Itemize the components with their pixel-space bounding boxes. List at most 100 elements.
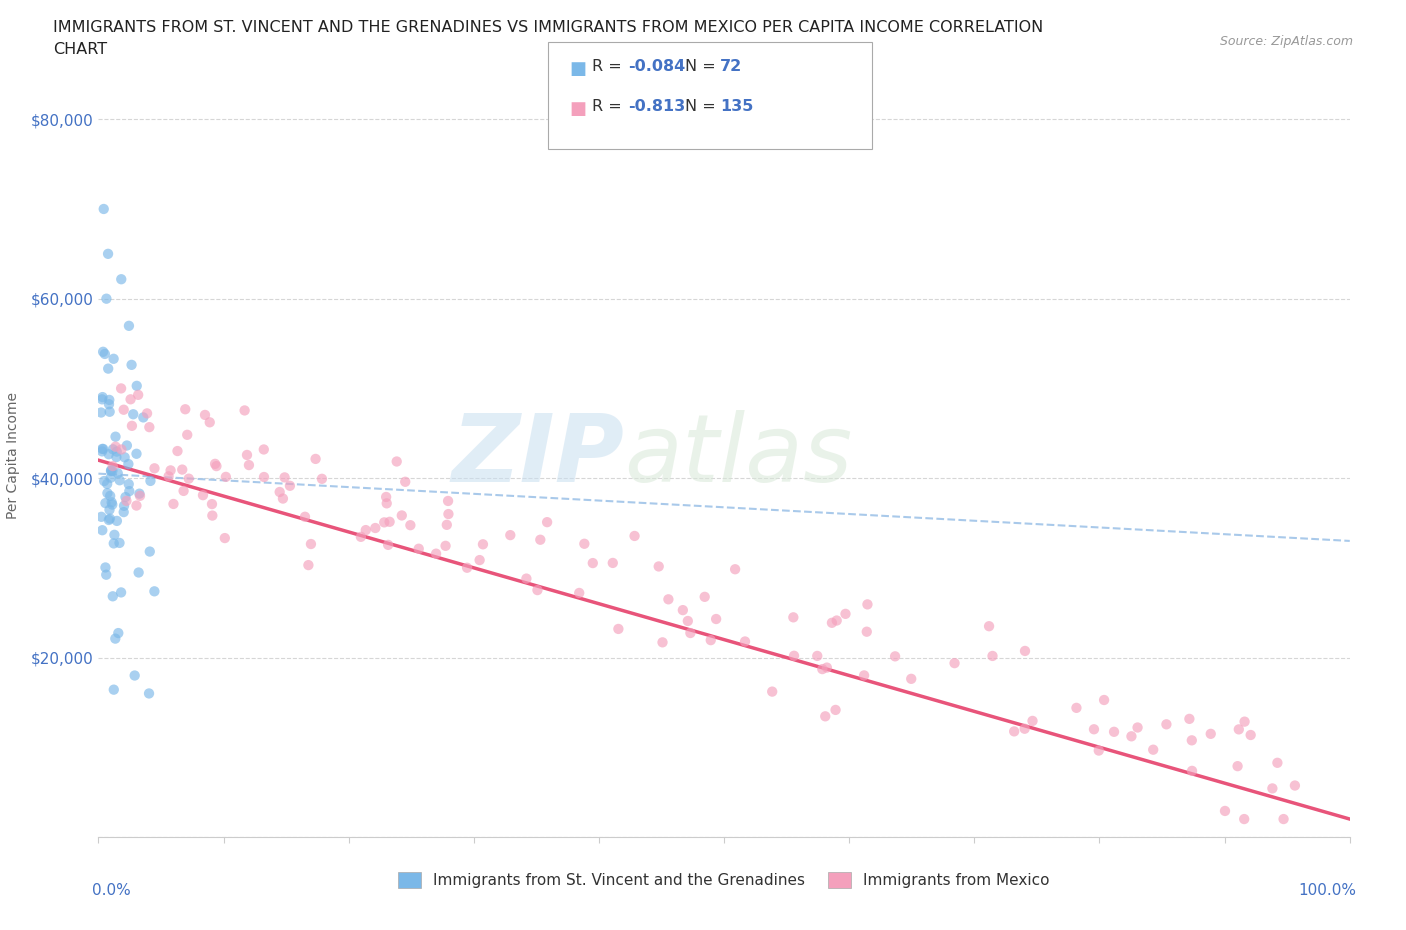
Point (884, 649, 907, 664)
Point (623, 528, 645, 543)
Point (97, 512, 120, 527)
Point (112, 505, 135, 520)
Point (824, 702, 846, 717)
Point (162, 497, 184, 512)
Point (103, 683, 125, 698)
Point (110, 272, 132, 286)
Point (1087, 743, 1109, 758)
Point (1233, 714, 1256, 729)
Point (157, 469, 180, 484)
Point (1181, 764, 1204, 778)
Point (1121, 729, 1143, 744)
Point (105, 445, 128, 459)
Point (304, 451, 326, 466)
Point (574, 537, 596, 551)
Point (205, 458, 228, 473)
Point (821, 616, 844, 631)
Point (437, 494, 460, 509)
Point (114, 489, 136, 504)
Point (101, 589, 124, 604)
Point (1261, 781, 1284, 796)
Point (201, 508, 224, 523)
Point (91, 523, 114, 538)
Point (297, 558, 319, 573)
Point (91, 390, 114, 405)
Point (391, 508, 413, 523)
Point (734, 634, 756, 649)
Point (125, 446, 148, 461)
Point (977, 618, 1000, 633)
Point (253, 442, 276, 457)
Point (108, 472, 131, 487)
Point (1227, 722, 1250, 737)
Text: ■: ■ (569, 60, 586, 78)
Point (105, 513, 128, 528)
Point (294, 510, 316, 525)
Point (98, 405, 121, 419)
Text: Source: ZipAtlas.com: Source: ZipAtlas.com (1219, 35, 1353, 48)
Point (783, 648, 806, 663)
Point (1092, 693, 1115, 708)
Point (1066, 700, 1088, 715)
Point (94, 560, 117, 575)
Point (943, 656, 966, 671)
Point (1156, 717, 1178, 732)
Point (1272, 812, 1295, 827)
Point (853, 668, 876, 683)
Point (456, 560, 478, 575)
Point (1126, 720, 1149, 735)
Point (98, 397, 121, 412)
Point (1199, 726, 1222, 741)
Point (394, 474, 416, 489)
Point (112, 498, 135, 513)
Point (120, 392, 142, 406)
Point (94, 347, 117, 362)
Point (91, 392, 114, 406)
Point (981, 648, 1004, 663)
Point (378, 514, 401, 529)
Point (236, 447, 259, 462)
Point (194, 407, 217, 422)
Point (468, 552, 491, 567)
Point (436, 517, 458, 532)
Point (437, 507, 460, 522)
Point (97, 246, 120, 261)
Point (1284, 778, 1306, 793)
Point (107, 466, 129, 481)
Point (191, 487, 214, 502)
Point (1213, 804, 1236, 818)
Text: IMMIGRANTS FROM ST. VINCENT AND THE GRENADINES VS IMMIGRANTS FROM MEXICO PER CAP: IMMIGRANTS FROM ST. VINCENT AND THE GREN… (53, 20, 1043, 35)
Point (138, 419, 160, 434)
Point (233, 403, 256, 418)
Point (471, 537, 494, 551)
Point (143, 461, 166, 476)
Point (101, 442, 124, 457)
Point (782, 610, 804, 625)
Point (529, 532, 551, 547)
Point (121, 357, 143, 372)
Point (651, 635, 673, 650)
Point (1267, 755, 1289, 770)
Point (198, 415, 221, 430)
Point (98, 488, 121, 503)
Point (104, 439, 127, 454)
Point (177, 472, 200, 486)
Point (143, 584, 166, 599)
Point (108, 536, 131, 551)
Point (761, 684, 783, 699)
Text: atlas: atlas (624, 410, 852, 501)
Point (1226, 759, 1249, 774)
Point (139, 473, 162, 488)
Point (373, 515, 395, 530)
Point (132, 410, 155, 425)
Point (399, 518, 422, 533)
Point (101, 463, 124, 478)
Point (136, 405, 159, 420)
Point (204, 457, 226, 472)
Point (110, 442, 132, 457)
Point (693, 590, 716, 604)
Point (100, 495, 122, 510)
Text: ■: ■ (569, 100, 586, 118)
Point (94, 496, 117, 511)
Text: ZIP: ZIP (451, 410, 624, 501)
